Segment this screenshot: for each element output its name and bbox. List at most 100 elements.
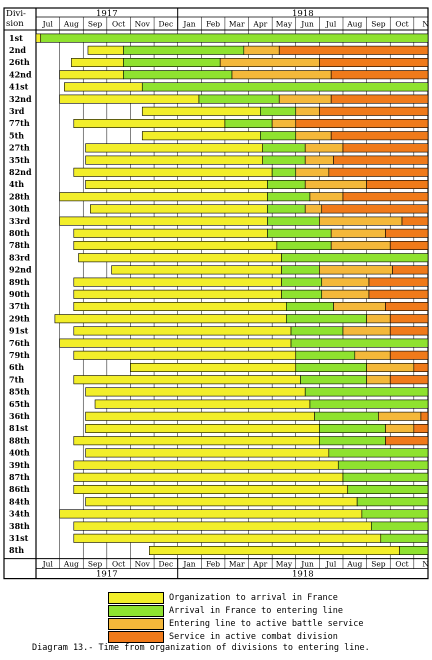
division-label-4th: 4th — [9, 179, 24, 189]
bar-26th-arrival — [123, 57, 221, 67]
bar-34th-arrival — [361, 509, 429, 519]
bar-3rd-arrival — [260, 106, 297, 116]
legend-item-organization: Organization to arrival in France — [108, 592, 418, 604]
division-label-77th: 77th — [9, 118, 30, 128]
bar-91st-arrival — [290, 326, 344, 336]
bar-28th-organization — [59, 192, 268, 202]
division-bars — [35, 33, 429, 555]
legend-swatch-entering — [108, 618, 164, 630]
bar-39th-organization — [73, 460, 339, 470]
bar-89th-service — [368, 277, 429, 287]
bar-79th-arrival — [295, 350, 356, 360]
bar-2nd-arrival — [123, 45, 245, 55]
bar-82nd-arrival — [271, 167, 297, 177]
division-label-35th: 35th — [9, 155, 30, 165]
division-label-34th: 34th — [9, 509, 30, 519]
division-label-84th: 84th — [9, 496, 30, 506]
bar-35th-entering — [304, 155, 334, 165]
bar-81st-service — [413, 423, 429, 433]
bar-3rd-organization — [141, 106, 261, 116]
division-label-79th: 79th — [9, 350, 30, 360]
bar-37th-arrival — [286, 301, 334, 311]
bar-37th-organization — [73, 301, 287, 311]
bar-41st-organization — [64, 82, 143, 92]
division-label-27th: 27th — [9, 143, 30, 153]
bar-80th-organization — [73, 228, 268, 238]
bar-30th-service — [321, 204, 429, 214]
bar-3rd-service — [319, 106, 429, 116]
month-label-bottom: Jun — [300, 560, 314, 569]
month-label-bottom: N — [422, 560, 429, 569]
bar-26th-entering — [219, 57, 320, 67]
bar-35th-service — [333, 155, 429, 165]
bar-6th-entering — [366, 362, 415, 372]
division-label-33rd: 33rd — [9, 216, 30, 226]
bar-33rd-arrival — [267, 216, 320, 226]
division-label-83rd: 83rd — [9, 252, 30, 262]
month-label-top: Jun — [300, 20, 314, 29]
division-label-91st: 91st — [9, 326, 29, 336]
bar-4th-organization — [85, 180, 268, 190]
division-label-36th: 36th — [9, 411, 30, 421]
bar-79th-service — [389, 350, 429, 360]
bar-81st-organization — [85, 423, 320, 433]
bar-36th-entering — [378, 411, 422, 421]
bar-39th-arrival — [337, 460, 429, 470]
legend-label-entering: Entering line to active battle service — [169, 619, 364, 629]
bar-4th-entering — [304, 180, 367, 190]
bar-76th-arrival — [290, 338, 429, 348]
bar-78th-service — [389, 241, 429, 251]
bar-40th-organization — [85, 448, 330, 458]
bar-87th-organization — [73, 472, 344, 482]
bar-89th-organization — [73, 277, 282, 287]
bar-83rd-arrival — [281, 253, 429, 263]
bar-2nd-service — [278, 45, 429, 55]
bar-29th-service — [389, 314, 429, 324]
division-label-37th: 37th — [9, 301, 30, 311]
bar-78th-arrival — [276, 241, 332, 251]
division-label-65th: 65th — [9, 399, 30, 409]
bar-92nd-entering — [319, 265, 393, 275]
month-label-bottom: Jul — [42, 560, 54, 569]
bar-5th-service — [330, 131, 429, 141]
bar-92nd-organization — [111, 265, 282, 275]
bar-80th-service — [385, 228, 429, 238]
bar-36th-service — [420, 411, 429, 421]
division-label-86th: 86th — [9, 484, 30, 494]
chart-caption: Diagram 13.- Time from organization of d… — [32, 643, 370, 653]
month-label-bottom: Nov — [135, 560, 151, 569]
bar-82nd-organization — [73, 167, 273, 177]
month-label-bottom: Oct — [112, 560, 125, 569]
month-label-bottom: Mar — [229, 560, 245, 569]
month-label-bottom: Sep — [88, 560, 103, 569]
division-header-label: Divi- — [6, 9, 26, 19]
bar-42nd-arrival — [123, 70, 233, 80]
month-label-bottom: Oct — [395, 560, 408, 569]
bar-32nd-service — [330, 94, 429, 104]
month-label-top: Feb — [206, 20, 220, 29]
bar-80th-arrival — [267, 228, 332, 238]
bar-32nd-entering — [278, 94, 332, 104]
division-label-78th: 78th — [9, 240, 30, 250]
month-label-top: Sep — [88, 20, 103, 29]
bar-38th-organization — [73, 521, 372, 531]
bar-2nd-organization — [87, 45, 124, 55]
bar-33rd-service — [401, 216, 429, 226]
bar-29th-organization — [54, 314, 287, 324]
bar-36th-organization — [85, 411, 315, 421]
bar-81st-entering — [385, 423, 415, 433]
bar-77th-arrival — [224, 119, 273, 129]
bar-86th-organization — [73, 484, 349, 494]
division-label-38th: 38th — [9, 521, 30, 531]
bar-91st-entering — [342, 326, 391, 336]
division-label-80th: 80th — [9, 228, 30, 238]
division-label-32nd: 32nd — [9, 94, 32, 104]
legend-label-service: Service in active combat division — [169, 632, 338, 642]
bar-26th-service — [319, 57, 429, 67]
bar-65th-arrival — [309, 399, 429, 409]
bar-32nd-organization — [59, 94, 200, 104]
legend-item-entering: Entering line to active battle service — [108, 618, 418, 630]
bar-92nd-arrival — [281, 265, 320, 275]
bar-89th-arrival — [281, 277, 323, 287]
division-label-92nd: 92nd — [9, 265, 32, 275]
